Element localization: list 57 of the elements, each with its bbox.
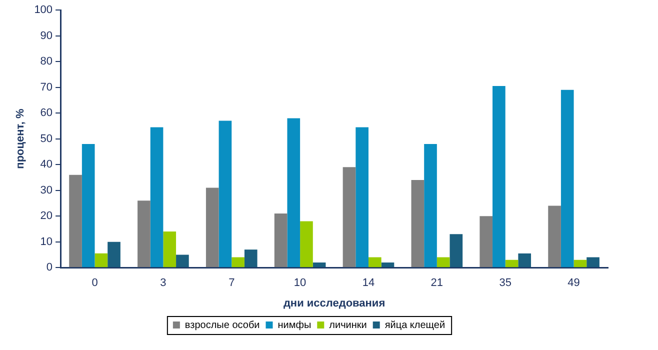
y-axis-title: процент, % — [14, 108, 27, 169]
y-tick-label: 40 — [40, 158, 53, 171]
bar — [163, 232, 176, 268]
bar — [492, 86, 506, 268]
y-tick-label: 20 — [40, 210, 53, 222]
y-tick-label: 0 — [46, 262, 53, 274]
bar — [381, 262, 394, 268]
legend-label: взрослые особи — [184, 320, 260, 331]
x-tick-label: 3 — [160, 277, 166, 290]
y-tick-label: 100 — [34, 4, 53, 16]
y-tick-label: 10 — [40, 236, 53, 248]
bar — [342, 167, 356, 268]
bar — [518, 253, 532, 268]
bar — [274, 214, 288, 268]
x-tick-label: 49 — [568, 277, 580, 290]
bar — [356, 127, 368, 268]
bar — [82, 144, 95, 268]
bar — [94, 253, 108, 268]
x-tick-label: 14 — [362, 277, 375, 290]
bar — [586, 257, 600, 268]
bar — [176, 254, 189, 268]
y-tick-label: 80 — [40, 56, 53, 68]
bar — [312, 262, 326, 268]
x-tick-label: 7 — [228, 277, 235, 290]
bar — [424, 144, 437, 268]
y-tick-label: 70 — [40, 81, 53, 94]
bar — [69, 174, 82, 268]
bar — [244, 250, 258, 268]
bar — [548, 206, 561, 268]
bar — [150, 127, 164, 268]
bar — [560, 90, 574, 268]
legend-label: личинки — [329, 320, 367, 331]
legend-label: яйца клещей — [384, 320, 446, 331]
y-tick-label: 50 — [40, 132, 53, 145]
x-axis-title: дни исследования — [283, 297, 386, 310]
x-tick-label: 35 — [499, 277, 512, 290]
x-tick-label: 10 — [294, 277, 306, 290]
bar — [450, 234, 463, 268]
bar — [300, 221, 313, 268]
bar — [206, 188, 219, 268]
legend-label: нимфы — [278, 320, 312, 331]
bar — [138, 200, 150, 268]
bar — [287, 118, 300, 268]
bar — [368, 257, 382, 268]
bar — [505, 260, 518, 268]
bar — [108, 242, 120, 268]
y-tick-label: 90 — [40, 30, 53, 42]
y-tick-label: 30 — [40, 184, 53, 196]
bar — [574, 260, 587, 268]
y-tick-label: 60 — [40, 107, 53, 120]
bar — [411, 180, 424, 268]
bar — [218, 120, 232, 268]
x-tick-label: 0 — [92, 277, 98, 290]
bar — [232, 257, 244, 268]
bar — [436, 257, 450, 268]
x-tick-label: 21 — [430, 277, 444, 290]
bar — [480, 216, 493, 268]
